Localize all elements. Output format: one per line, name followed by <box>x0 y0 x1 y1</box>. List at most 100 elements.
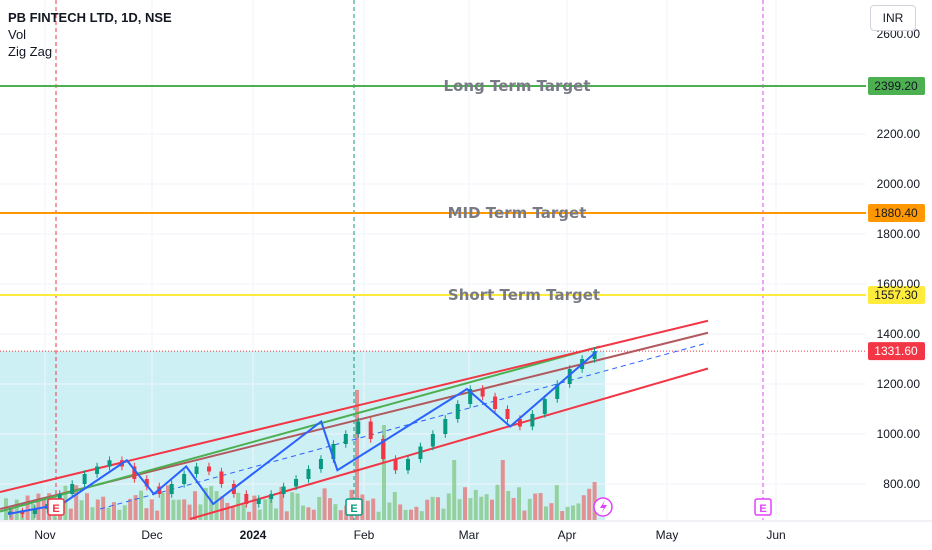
volume-bar <box>117 509 122 520</box>
volume-bar <box>517 487 521 520</box>
volume-bar <box>166 485 170 520</box>
candle-body <box>82 474 87 484</box>
dashed-midline <box>99 342 709 510</box>
candle-body <box>542 399 547 414</box>
volume-bar <box>263 499 268 520</box>
x-axis-tick-label: 2024 <box>240 528 267 542</box>
candle-body <box>269 494 274 499</box>
volume-bar <box>333 504 338 520</box>
symbol-title[interactable]: PB FINTECH LTD, 1D, NSE <box>8 10 172 25</box>
volume-bar <box>160 492 165 520</box>
target-level-label: MID Term Target <box>448 204 587 222</box>
volume-bar <box>128 498 133 520</box>
volume-bar <box>495 484 500 520</box>
target-level-label: Long Term Target <box>443 77 590 95</box>
x-axis-tick-label: Jun <box>766 528 785 542</box>
y-axis-tick-label: 800.00 <box>883 477 920 491</box>
price-tag <box>868 204 925 222</box>
candle-body <box>95 466 100 474</box>
candle-body <box>493 396 498 409</box>
earnings-marker-label: E <box>52 503 59 515</box>
volume-bar <box>554 485 559 520</box>
volume-indicator-label[interactable]: Vol <box>8 27 27 42</box>
volume-bar <box>182 499 187 520</box>
candle-body <box>70 484 75 494</box>
price-tag-value: 1557.30 <box>874 288 918 302</box>
volume-bar <box>511 497 516 520</box>
y-axis-tick-label: 2200.00 <box>877 127 921 141</box>
volume-bar <box>25 495 30 520</box>
candle-body <box>455 404 460 419</box>
volume-bar <box>565 506 570 520</box>
volume-bar <box>290 492 295 520</box>
candle-body <box>306 469 311 479</box>
candle-body <box>207 466 211 472</box>
volume-bar <box>155 510 160 520</box>
volume-bar <box>581 495 586 520</box>
candle-body <box>443 419 448 434</box>
volume-bar <box>176 499 181 520</box>
zigzag-indicator-label[interactable]: Zig Zag <box>8 44 53 59</box>
candle-body <box>468 389 473 404</box>
candle-body <box>294 479 299 487</box>
volume-bar <box>436 497 440 520</box>
volume-bar <box>36 493 41 520</box>
volume-bar <box>522 510 527 520</box>
y-axis-tick-label: 1600.00 <box>877 277 921 291</box>
y-axis-tick-label: 1800.00 <box>877 227 921 241</box>
volume-bar <box>587 488 592 520</box>
candle-body <box>480 389 485 397</box>
volume-bar <box>441 508 446 520</box>
candle-body <box>132 466 137 479</box>
volume-bar <box>122 505 127 520</box>
volume-bar <box>592 482 597 520</box>
volume-bar <box>317 496 322 520</box>
volume-bar <box>230 505 235 520</box>
volume-bar <box>225 502 230 520</box>
volume-bar <box>241 504 246 520</box>
candle-body <box>381 439 386 459</box>
y-axis-tick-label: 2000.00 <box>877 177 921 191</box>
volume-bar <box>252 495 257 520</box>
candle-body <box>144 479 149 487</box>
volume-bar <box>106 507 111 520</box>
volume-bar <box>203 487 208 520</box>
earnings-marker <box>345 498 363 516</box>
last-price-tag <box>868 342 925 361</box>
candle-body <box>356 421 361 434</box>
volume-bar <box>463 487 467 520</box>
volume-bar <box>79 500 84 520</box>
volume-bar <box>268 495 273 520</box>
chart-legend: PB FINTECH LTD, 1D, NSE Vol Zig Zag <box>8 9 172 60</box>
volume-bar <box>452 460 457 520</box>
x-axis-tick-label: Mar <box>459 528 480 542</box>
volume-bar <box>500 460 505 520</box>
volume-bar <box>279 486 284 520</box>
volume-bar <box>236 492 241 520</box>
candle-body <box>331 444 336 459</box>
volume-bar <box>382 425 386 520</box>
volume-bar <box>171 499 176 520</box>
candle-body <box>244 494 249 504</box>
volume-bar <box>301 505 305 520</box>
volume-bar <box>490 499 494 520</box>
volume-bar <box>468 498 473 520</box>
volume-bar <box>112 502 116 520</box>
candle-body <box>517 419 522 427</box>
volume-bar <box>479 496 484 520</box>
volume-bar <box>198 504 203 520</box>
volume-bar <box>414 506 419 520</box>
candle-body <box>505 409 510 419</box>
zigzag-line <box>7 350 598 515</box>
volume-bar <box>193 491 197 520</box>
volume-bar <box>571 505 575 520</box>
volume-bar <box>220 496 224 520</box>
volume-bar <box>365 500 370 520</box>
volume-bar <box>576 503 581 520</box>
candle-body <box>107 460 112 467</box>
volume-bar <box>328 498 332 520</box>
currency-button[interactable]: INR <box>870 5 916 31</box>
volume-bar <box>403 509 408 520</box>
volume-bar <box>506 490 511 520</box>
